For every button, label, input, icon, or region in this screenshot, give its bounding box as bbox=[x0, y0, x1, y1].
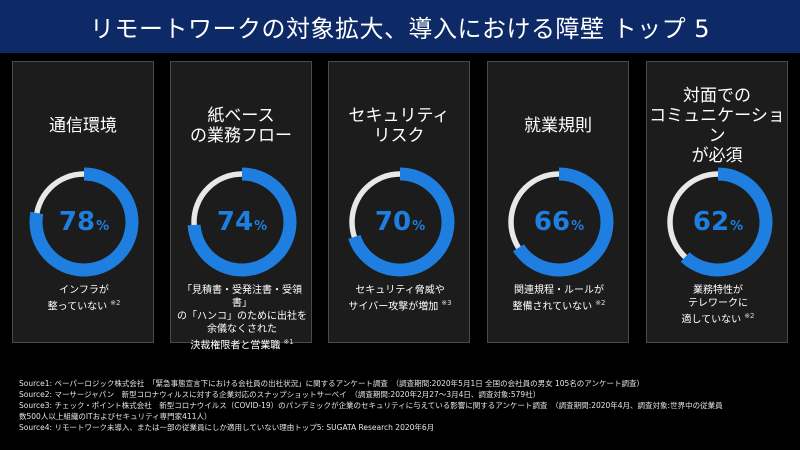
unit-label: % bbox=[730, 218, 744, 234]
donut-chart: 74% bbox=[182, 162, 302, 282]
source-line: 数500人以上組織のITおよびセキュリティ専門家411人） bbox=[19, 412, 212, 421]
card: 通信環境 78% インフラが 整っていない ※2 bbox=[12, 61, 154, 343]
card: 紙ベース の業務フロー 74% 「見積書・受発注書・受領書」 の「ハンコ」のため… bbox=[170, 61, 312, 351]
page-title: リモートワークの対象拡大、導入における障壁 トップ 5 bbox=[89, 15, 711, 43]
category-label: 紙ベース の業務フロー bbox=[190, 106, 292, 146]
donut-arc bbox=[348, 167, 455, 277]
donut-chart: 78% bbox=[24, 162, 144, 282]
unit-label: % bbox=[254, 218, 268, 234]
category-label: セキュリティ リスク bbox=[348, 106, 450, 146]
reference-mark: ※2 bbox=[110, 299, 121, 307]
donut-arc bbox=[187, 167, 297, 277]
note-text: 関連規程・ルールが 整備されていない bbox=[512, 285, 604, 313]
note-text: 「見積書・受発注書・受領書」 の「ハンコ」のために出社を 余儀なくされた 決裁権… bbox=[177, 285, 307, 352]
note-text: インフラが 整っていない bbox=[47, 285, 109, 313]
header-bar: リモートワークの対象拡大、導入における障壁 トップ 5 bbox=[0, 0, 800, 53]
value-label: 66 bbox=[533, 207, 571, 237]
reference-mark: ※3 bbox=[441, 299, 452, 307]
chart-cards: 通信環境 78% インフラが 整っていない ※2 紙ベース の業務フロー 74% … bbox=[12, 61, 788, 351]
source-line: Source4: リモートワーク未導入、または一部の従業員にしか適用していない理… bbox=[19, 423, 435, 432]
card: 対面での コミュニケーション が必須 62% 業務特性が テレワークに 適してい… bbox=[646, 61, 788, 343]
note-text: 業務特性が テレワークに 適していない bbox=[681, 285, 748, 326]
card: 就業規則 66% 関連規程・ルールが 整備されていない ※2 bbox=[487, 61, 629, 343]
unit-label: % bbox=[412, 218, 426, 234]
source-line: Source1: ペーパーロジック株式会社 「緊急事態宣言下における会社員の出社… bbox=[19, 379, 645, 388]
reference-mark: ※2 bbox=[744, 312, 755, 320]
category-label: 通信環境 bbox=[49, 116, 117, 136]
donut-arc bbox=[29, 167, 139, 277]
unit-label: % bbox=[96, 218, 110, 234]
donut-arc bbox=[512, 167, 614, 277]
donut-chart: 66% bbox=[499, 162, 619, 282]
reference-mark: ※1 bbox=[283, 338, 294, 346]
source-line: Source2: マーサージャパン 新型コロナウィルスに対する企業対応のスナップ… bbox=[19, 390, 541, 399]
value-label: 70 bbox=[374, 207, 412, 237]
unit-label: % bbox=[571, 218, 585, 234]
category-label: 就業規則 bbox=[524, 116, 592, 136]
source-line: Source3: チェック・ポイント株式会社 新型コロナウイルス（COVID-1… bbox=[19, 401, 723, 410]
reference-mark: ※2 bbox=[595, 299, 606, 307]
donut-chart: 70% bbox=[340, 162, 460, 282]
sources-footnote: Source1: ペーパーロジック株式会社 「緊急事態宣言下における会社員の出社… bbox=[19, 378, 789, 433]
value-label: 78 bbox=[58, 207, 96, 237]
value-label: 62 bbox=[692, 207, 730, 237]
value-label: 74 bbox=[216, 207, 254, 237]
category-label: 対面での コミュニケーション が必須 bbox=[649, 86, 785, 166]
note-text: セキュリティ脅威や サイバー攻撃が増加 bbox=[348, 285, 445, 313]
donut-arc bbox=[680, 167, 773, 277]
card: セキュリティ リスク 70% セキュリティ脅威や サイバー攻撃が増加 ※3 bbox=[328, 61, 470, 343]
donut-chart: 62% bbox=[658, 162, 778, 282]
